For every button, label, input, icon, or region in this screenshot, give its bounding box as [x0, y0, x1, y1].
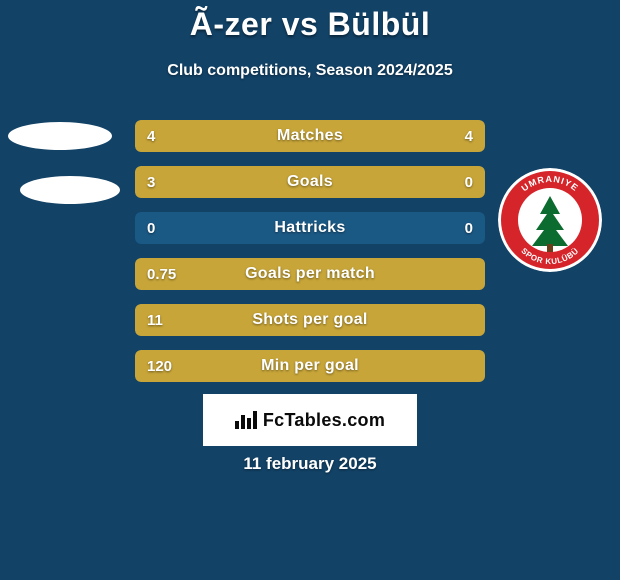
- stat-value-right: 0: [465, 166, 473, 198]
- stat-value-left: 4: [147, 120, 155, 152]
- page-title: Ã-zer vs Bülbül: [0, 6, 620, 43]
- stat-label: Shots per goal: [135, 304, 485, 336]
- footer-date: 11 february 2025: [0, 454, 620, 474]
- stat-label: Goals per match: [135, 258, 485, 290]
- stat-row: Goals3 0: [135, 166, 485, 198]
- stat-label: Hattricks: [135, 212, 485, 244]
- stats-bars: Matches44Goals30Hattricks00Goals per mat…: [135, 120, 485, 396]
- stat-label: Min per goal: [135, 350, 485, 382]
- player-badge-placeholder: [20, 176, 120, 204]
- club-crest: UMRANIYE SPOR KULÜBÜ: [498, 168, 602, 272]
- stat-label: Goals: [135, 166, 485, 198]
- stat-row: Hattricks0 0: [135, 212, 485, 244]
- stat-value-right: 4: [465, 120, 473, 152]
- stat-value-left: 11: [147, 304, 163, 336]
- bar-chart-icon: [235, 411, 257, 429]
- stat-label: Matches: [135, 120, 485, 152]
- page-subtitle: Club competitions, Season 2024/2025: [0, 62, 620, 80]
- stat-value-left: 3: [147, 166, 155, 198]
- stat-row: Shots per goal11: [135, 304, 485, 336]
- stat-value-left: 0.75: [147, 258, 176, 290]
- stat-value-left: 120: [147, 350, 172, 382]
- stat-value-right: 0: [465, 212, 473, 244]
- stat-row: Matches4 4: [135, 120, 485, 152]
- fctables-logo[interactable]: FcTables.com: [203, 394, 417, 446]
- stat-value-left: 0: [147, 212, 155, 244]
- logo-text: FcTables.com: [263, 410, 385, 431]
- stat-row: Min per goal120: [135, 350, 485, 382]
- stat-row: Goals per match0.75: [135, 258, 485, 290]
- player-badge-placeholder: [8, 122, 112, 150]
- stats-comparison-card: Ã-zer vs Bülbül Club competitions, Seaso…: [0, 0, 620, 580]
